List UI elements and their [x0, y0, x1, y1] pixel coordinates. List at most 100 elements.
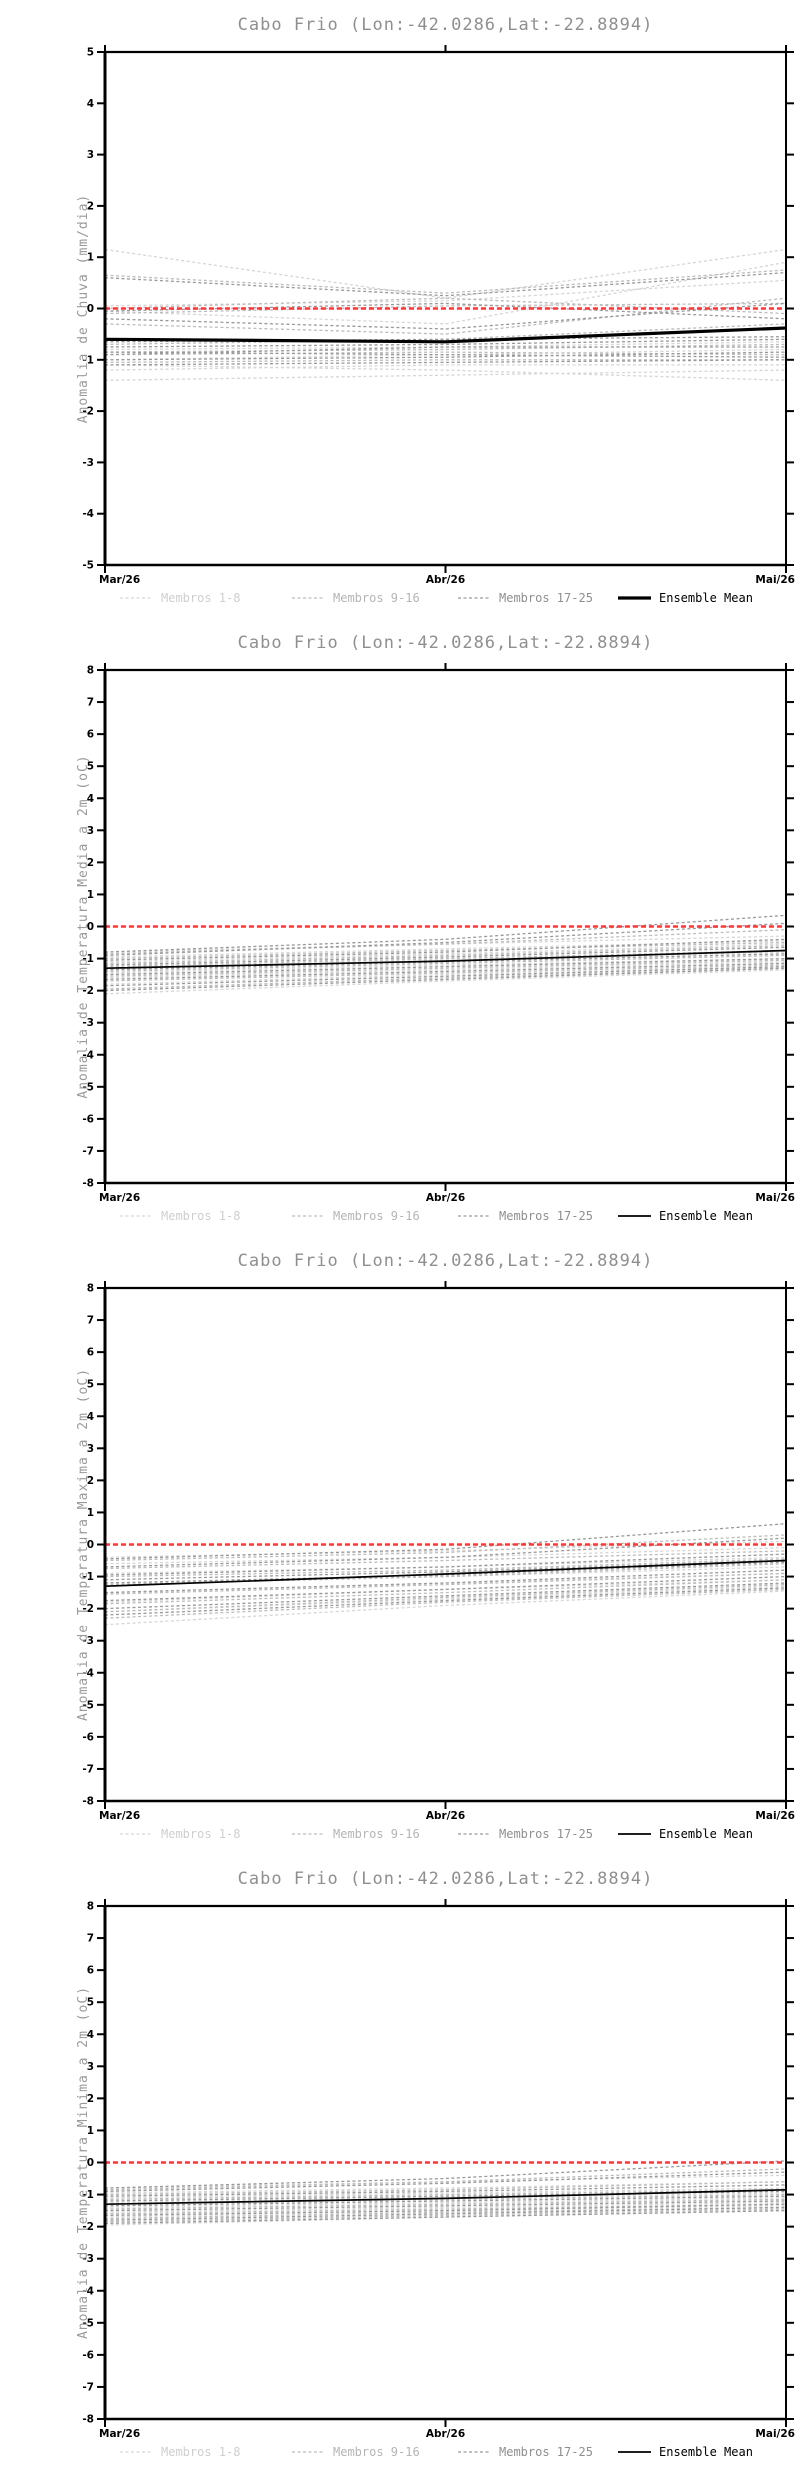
member-line: [104, 943, 787, 963]
legend-label: Membros 1-8: [161, 2445, 240, 2459]
member-line: [104, 351, 787, 358]
member-line: [104, 279, 787, 307]
member-line: [104, 969, 787, 995]
y-tick-label: 2: [87, 1475, 94, 1487]
y-axis-label: Anomalia de Chuva (mm/dia): [76, 194, 91, 424]
member-line: [104, 1575, 787, 1602]
member-line: [104, 297, 787, 315]
y-tick-label: 3: [87, 2061, 94, 2073]
chart-canvas: -8 -7 -6 -5 -4 -3 -2 -1 0 1 2 3 4 5 6 7 8 Mar/26 Abr/26 Mai…: [76, 1869, 795, 2459]
ensemble-mean-line: [104, 1559, 787, 1588]
member-line: [104, 269, 787, 294]
member-line: [104, 271, 787, 297]
member-line: [104, 1572, 787, 1595]
x-tick-label: Abr/26: [426, 1810, 465, 1822]
y-tick-label: 7: [87, 1933, 94, 1945]
y-tick-label: 2: [87, 857, 94, 869]
x-tick-label: Mai/26: [755, 574, 795, 586]
member-line: [104, 346, 786, 356]
y-axis-label: Anomalia de Temperatura Media a 2m (oC): [76, 754, 91, 1098]
legend-item: Membros 9-16: [292, 591, 420, 605]
member-line: [104, 2209, 787, 2225]
member-line: [104, 348, 787, 361]
chart-title: Cabo Frio (Lon:-42.0286,Lat:-22.8894): [238, 15, 654, 35]
y-tick-label: -6: [82, 2349, 94, 2361]
y-tick-label: 6: [87, 729, 94, 741]
member-line: [104, 2181, 787, 2196]
member-line: [104, 1537, 787, 1568]
legend-label: Membros 17-25: [499, 2445, 593, 2459]
legend-label: Ensemble Mean: [659, 591, 753, 605]
member-line: [104, 359, 787, 366]
legend-item: Membros 17-25: [458, 591, 593, 605]
legend-item: Membros 9-16: [292, 2445, 420, 2459]
member-line: [104, 929, 787, 955]
chart-panel-1: -5 -4 -3 -2 -1 0 1 2 3 4 5 Mar/26 Abr/26 Mai/26 Cabo F…: [0, 0, 800, 618]
y-tick-label: -3: [82, 457, 94, 469]
member-line: [104, 962, 787, 981]
member-line: [104, 964, 787, 982]
member-line: [104, 1579, 787, 1603]
y-tick-label: -3: [82, 2253, 94, 2265]
member-line: [104, 1558, 787, 1578]
member-line: [104, 1583, 787, 1613]
legend-label: Membros 9-16: [333, 2445, 420, 2459]
member-line: [104, 1590, 787, 1626]
chart-panel-2: -8 -7 -6 -5 -4 -3 -2 -1 0 1 2 3 4 5 6 7 8 Mar/26 Abr/26 Mai…: [0, 618, 800, 1236]
legend-label: Membros 17-25: [499, 1209, 593, 1223]
member-line: [104, 1550, 787, 1570]
legend-label: Ensemble Mean: [659, 1827, 753, 1841]
member-line: [104, 359, 786, 364]
member-line: [104, 343, 787, 353]
chart-canvas: -8 -7 -6 -5 -4 -3 -2 -1 0 1 2 3 4 5 6 7 8 Mar/26 Abr/26 Mai…: [76, 1251, 795, 1841]
legend-item: Ensemble Mean: [618, 1209, 753, 1223]
x-tick-label: Mai/26: [755, 1810, 795, 1822]
legend-label: Membros 9-16: [333, 1209, 420, 1223]
member-line: [104, 2193, 787, 2205]
member-line: [104, 297, 787, 335]
member-line: [104, 2160, 787, 2189]
legend-item: Membros 17-25: [458, 1827, 593, 1841]
y-tick-label: -5: [82, 1081, 94, 1093]
legend-item: Membros 1-8: [120, 1209, 240, 1223]
member-line: [104, 2195, 787, 2207]
y-tick-label: -5: [82, 1699, 94, 1711]
chart-canvas: -5 -4 -3 -2 -1 0 1 2 3 4 5 Mar/26 Abr/26 Mai/26 Cabo F…: [76, 15, 795, 605]
y-tick-label: 8: [87, 1901, 94, 1913]
y-tick-label: 0: [87, 2157, 94, 2169]
member-line: [104, 2200, 787, 2212]
member-line: [104, 336, 787, 343]
y-tick-label: -4: [82, 1049, 94, 1061]
y-tick-label: -4: [82, 1667, 94, 1679]
y-tick-label: 4: [87, 1411, 94, 1423]
member-line: [104, 2198, 787, 2210]
y-tick-label: 5: [87, 1379, 94, 1391]
member-line: [104, 323, 787, 346]
member-line: [104, 338, 787, 348]
x-tick-label: Mar/26: [99, 1810, 140, 1822]
y-tick-label: 0: [87, 303, 94, 315]
y-tick-label: 8: [87, 1283, 94, 1295]
y-tick-label: 2: [87, 2093, 94, 2105]
y-tick-label: -5: [82, 2317, 94, 2329]
legend-label: Membros 9-16: [333, 591, 420, 605]
y-tick-label: 0: [87, 1539, 94, 1551]
x-tick-label: Mar/26: [99, 1192, 140, 1204]
member-line: [104, 302, 787, 330]
y-tick-label: 5: [87, 761, 94, 773]
x-tick-label: Mar/26: [99, 2428, 140, 2440]
member-line: [104, 1587, 787, 1616]
y-tick-label: -8: [82, 1178, 94, 1190]
legend-item: Membros 1-8: [120, 591, 240, 605]
legend-item: Ensemble Mean: [618, 591, 753, 605]
member-line: [104, 351, 787, 361]
y-tick-label: 5: [87, 47, 94, 59]
y-tick-label: -2: [82, 2221, 94, 2233]
member-line: [104, 945, 787, 965]
member-line: [104, 922, 787, 957]
legend-label: Membros 1-8: [161, 1209, 240, 1223]
y-tick-label: 2: [87, 200, 94, 212]
legend-label: Ensemble Mean: [659, 2445, 753, 2459]
member-line: [104, 364, 787, 381]
